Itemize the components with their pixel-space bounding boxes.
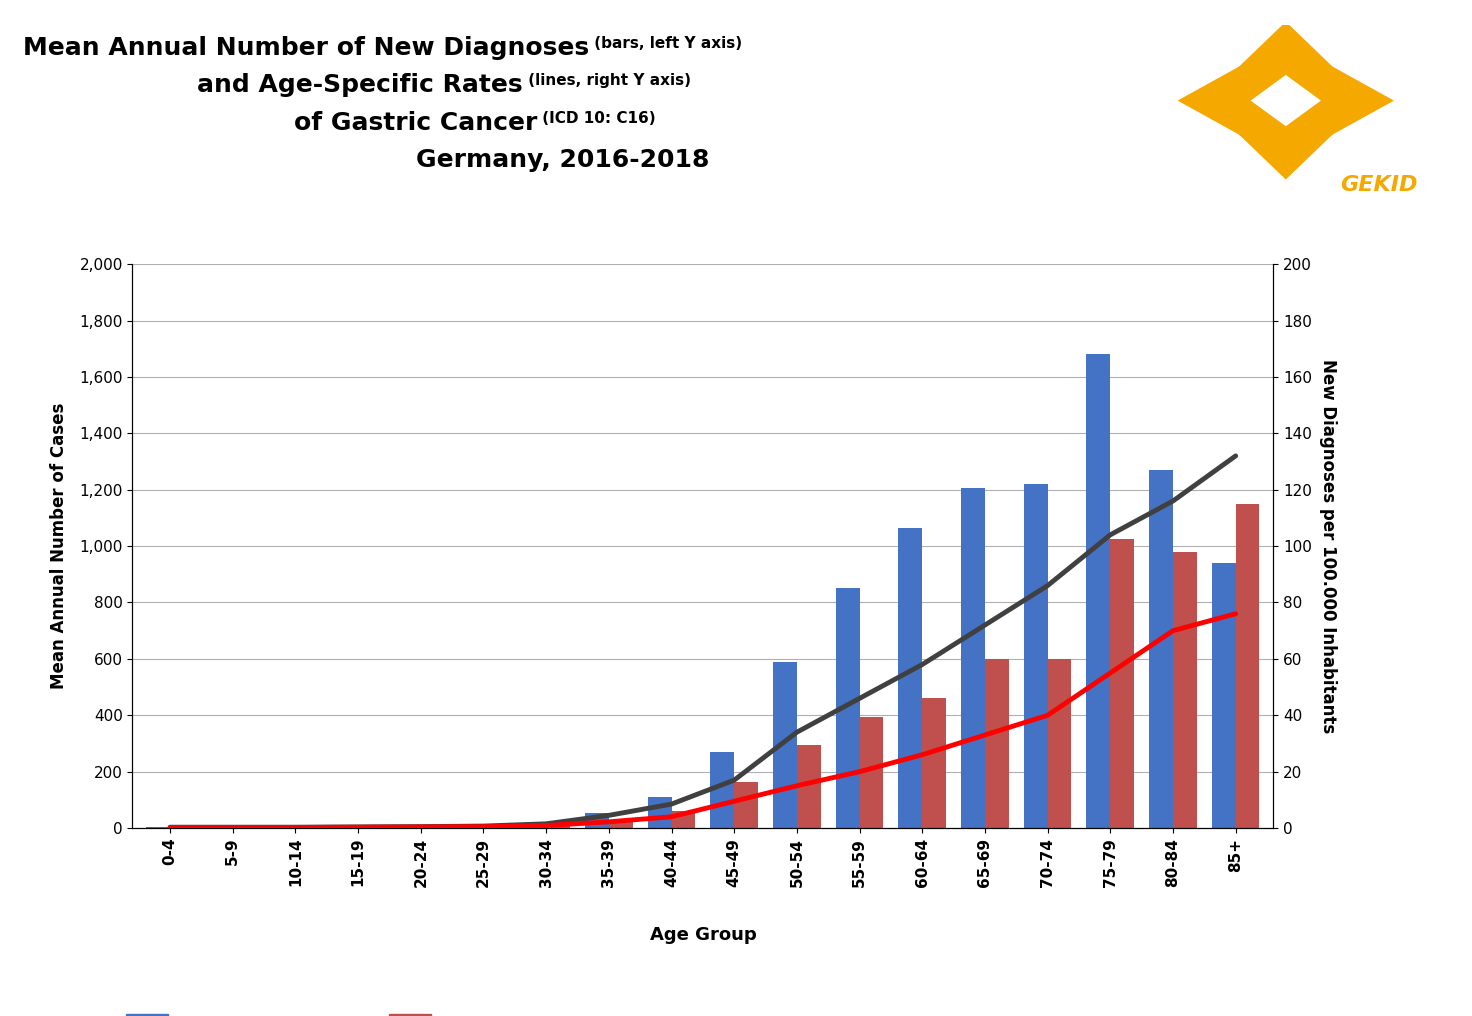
Text: Mean Annual Number of New Diagnoses: Mean Annual Number of New Diagnoses (22, 36, 589, 60)
Bar (584, 813, 609, 828)
Bar (898, 527, 923, 828)
Text: GEKID: GEKID (1340, 175, 1418, 195)
Bar (609, 820, 633, 828)
Polygon shape (1295, 59, 1394, 142)
Bar (1235, 504, 1260, 828)
Bar (459, 826, 483, 828)
Bar (961, 489, 985, 828)
Y-axis label: New Diagnoses per 100.000 Inhabitants: New Diagnoses per 100.000 Inhabitants (1319, 359, 1337, 734)
Bar (671, 811, 695, 828)
Polygon shape (1229, 21, 1342, 93)
Y-axis label: Mean Annual Number of Cases: Mean Annual Number of Cases (50, 403, 68, 689)
Bar (483, 826, 508, 828)
Bar (421, 827, 445, 828)
Bar (773, 661, 796, 828)
Bar (735, 781, 758, 828)
Bar (523, 823, 546, 828)
Bar (1048, 658, 1072, 828)
Bar (985, 658, 1008, 828)
Text: Germany, 2016-2018: Germany, 2016-2018 (415, 148, 710, 173)
Bar (546, 825, 570, 828)
Bar (1110, 539, 1133, 828)
Bar (1086, 355, 1110, 828)
Bar (711, 752, 735, 828)
Bar (1211, 563, 1235, 828)
Bar (860, 716, 883, 828)
Bar (397, 827, 421, 828)
Bar (923, 698, 946, 828)
Bar (1173, 552, 1197, 828)
Legend: No. of Cases, Males, No. of Cases, Females, Rate Males, Rate Females: No. of Cases, Males, No. of Cases, Femal… (118, 1006, 1050, 1016)
Text: (lines, right Y axis): (lines, right Y axis) (523, 73, 690, 88)
Bar (836, 588, 860, 828)
Text: (ICD 10: C16): (ICD 10: C16) (537, 111, 657, 126)
Text: (bars, left Y axis): (bars, left Y axis) (589, 36, 742, 51)
Polygon shape (1251, 75, 1320, 126)
Text: of Gastric Cancer: of Gastric Cancer (294, 111, 537, 135)
X-axis label: Age Group: Age Group (649, 926, 757, 944)
Bar (796, 745, 821, 828)
Text: and Age-Specific Rates: and Age-Specific Rates (197, 73, 523, 98)
Polygon shape (1229, 108, 1342, 180)
Bar (1025, 484, 1048, 828)
Bar (648, 797, 671, 828)
Bar (1150, 470, 1173, 828)
Polygon shape (1178, 59, 1276, 142)
